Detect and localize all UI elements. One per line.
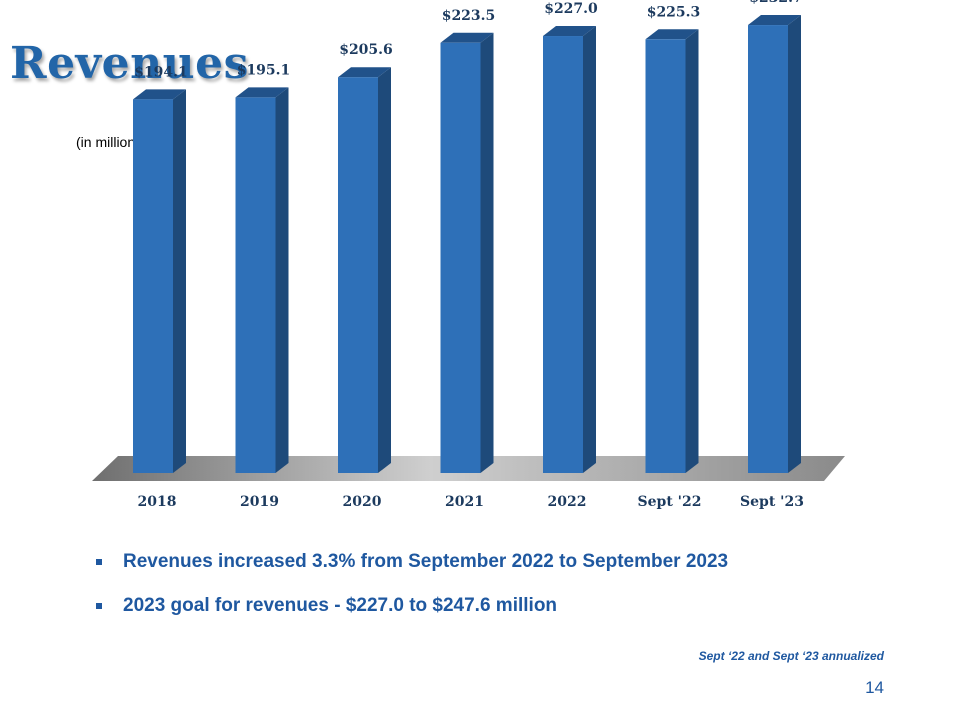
slide-title: Revenues [10,38,249,89]
bar [133,89,186,474]
bullet-list: Revenues increased 3.3% from September 2… [96,548,728,636]
bar [748,15,801,474]
bar-side [378,67,391,473]
data-label: $195.1 [237,62,291,78]
bar-front [543,36,583,474]
x-tick-label: Sept '23 [740,494,804,510]
data-label: $225.3 [647,4,701,20]
data-label: $227.0 [544,1,598,17]
bar [440,32,494,473]
bar-side [173,89,186,474]
data-label: $194.1 [134,64,188,80]
bar-front [440,42,481,473]
data-label: $223.5 [442,8,496,24]
bar-top [748,15,801,26]
x-tick-label: Sept '22 [638,494,702,510]
bar-top [645,29,699,40]
page-number: 14 [865,678,884,697]
x-tick-label: 2020 [343,494,382,510]
bar-front [235,97,276,474]
revenue-bar-chart: $194.1 $195.1 $205.6 $223.5 $227.0 $225.3 $232… [92,0,845,510]
data-label: $205.6 [339,42,393,58]
units-note: (in millions) [76,134,147,150]
bullet-text: 2023 goal for revenues - $227.0 to $247.… [123,595,558,616]
bullet-item: 2023 goal for revenues - $227.0 to $247.… [96,592,728,636]
bar-side [685,29,699,474]
bullet-item: Revenues increased 3.3% from September 2… [96,548,728,592]
bar-front [748,25,788,474]
bar [645,29,699,474]
bar [543,26,596,474]
data-label: $232.7 [749,0,803,6]
bullet-square-icon [96,559,102,565]
bar-top [338,67,391,78]
bar-side [480,32,494,473]
bullet-square-icon [96,603,102,609]
bar-top [235,87,289,98]
x-tick-label: 2019 [240,494,279,510]
bar-top [133,89,186,100]
x-tick-label: 2021 [445,494,484,510]
x-tick-label: 2018 [138,494,177,510]
bar-side [788,15,801,474]
bar-front [133,99,173,474]
bar-front [338,77,378,473]
footnote: Sept ‘22 and Sept ‘23 annualized [698,649,884,663]
bar [235,87,289,474]
bar-side [583,26,596,474]
bullet-text: Revenues increased 3.3% from September 2… [123,551,729,572]
x-tick-label: 2022 [548,494,587,510]
bar-front [645,39,686,474]
bar-top [543,26,596,37]
bar [338,67,391,473]
bar-side [275,87,289,474]
bar-top [440,32,494,43]
